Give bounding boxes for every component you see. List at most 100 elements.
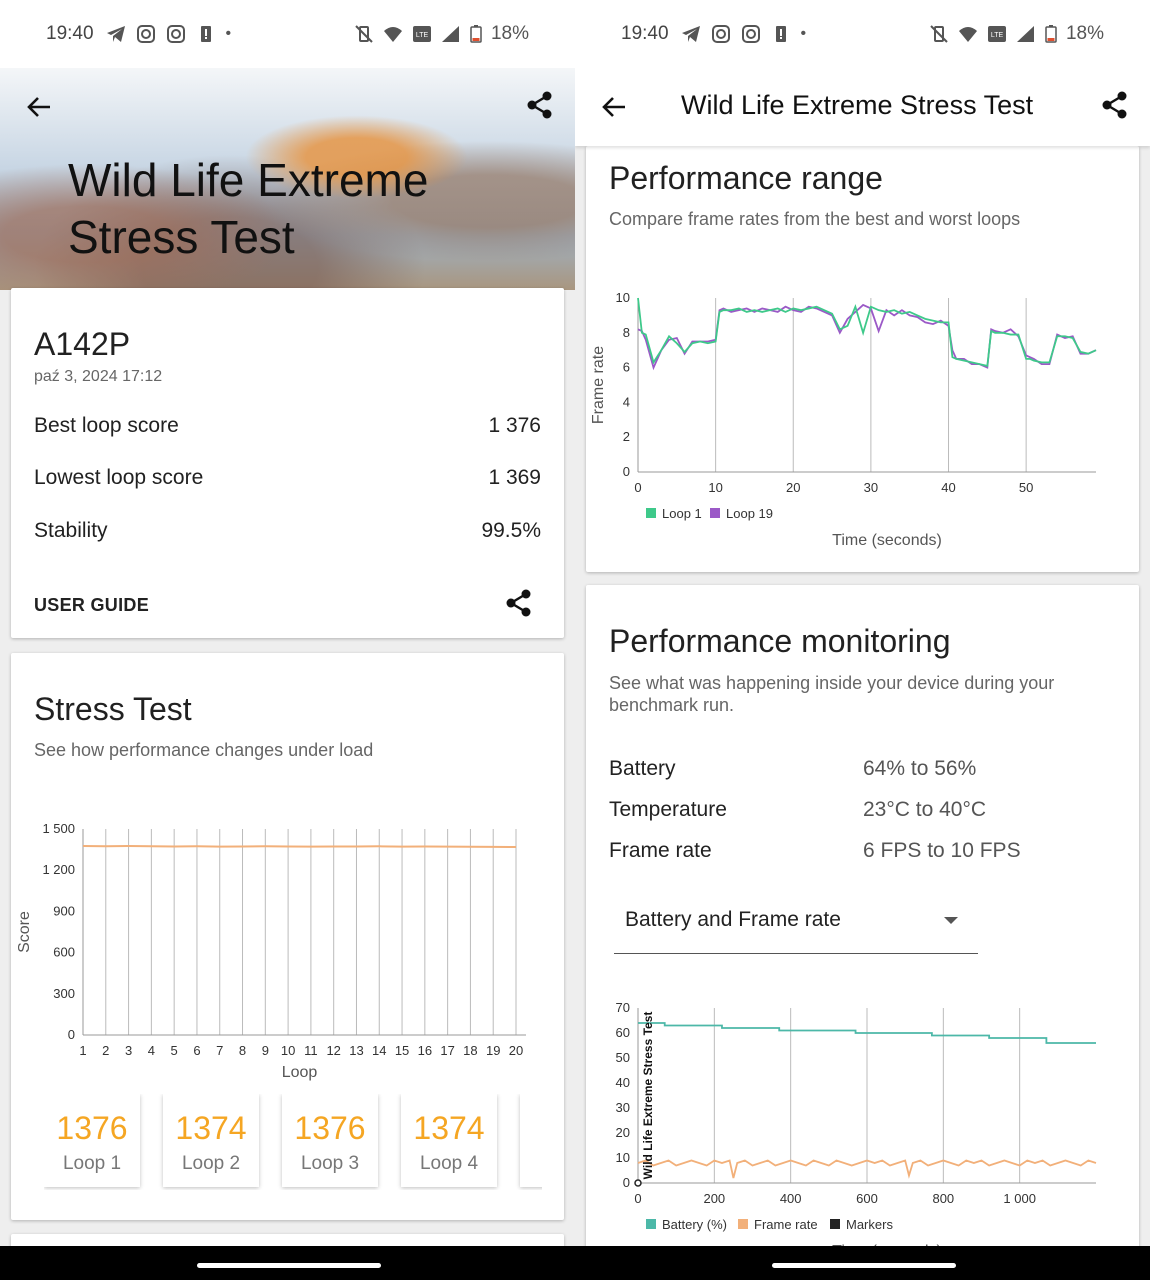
loop-score: 1374 [175,1110,247,1146]
y-tick-label: 600 [53,945,75,960]
svg-text:LTE: LTE [416,32,429,39]
x-tick-label: 20 [786,480,800,495]
y-tick-label: 50 [616,1050,630,1065]
temperature-value: 23°C to 40°C [863,798,987,821]
battery-icon [1045,25,1057,43]
home-gesture-handle[interactable] [197,1263,381,1268]
performance-range-subtitle: Compare frame rates from the best and wo… [609,209,1021,229]
svg-text:LTE: LTE [991,32,1004,39]
x-tick-label: 11 [304,1043,318,1058]
x-tick-label: 8 [239,1043,246,1058]
y-axis-label: Wild Life Extreme Stress Test [641,1012,655,1180]
volte-icon: LTE [412,26,431,42]
performance-range-title: Performance range [609,160,883,196]
loop-card[interactable]: 1374 Loop 4 [401,1094,497,1187]
marker-point [634,1179,642,1187]
loop-card[interactable]: 1374 Loop 2 [163,1094,259,1187]
arrow-left-icon[interactable] [599,92,629,122]
x-tick-label: 200 [703,1191,725,1206]
x-tick-label: 10 [281,1043,295,1058]
legend-label: Loop 1 [662,506,702,521]
signal-icon [441,26,459,42]
series-line [637,1159,1097,1179]
loop-card[interactable]: 1I [520,1094,542,1187]
vibrate-mute-icon [355,25,373,43]
x-tick-label: 9 [262,1043,269,1058]
share-icon[interactable] [1100,90,1130,120]
dot-icon: • [800,25,807,42]
x-tick-label: 50 [1019,480,1033,495]
stress-chart: 1 2 3 4 5 6 7 8 9 10 11 12 13 14 15 16 17 18 19 20030060090… [16,821,526,1081]
battery-icon [470,25,482,43]
signal-icon [1016,26,1034,42]
y-tick-label: 10 [616,290,630,305]
battery-alert-icon [775,26,786,42]
performance-monitoring-card: Performance monitoring See what was happ… [586,585,1139,1246]
loop-card[interactable]: 1376 Loop 1 [44,1094,140,1187]
result-card: A142P paź 3, 2024 17:12 Best loop score … [11,288,564,638]
y-axis-label: Score [16,911,33,953]
row-value: 1 376 [488,414,541,437]
legend-label: Battery (%) [662,1217,727,1232]
x-tick-label: 18 [463,1043,477,1058]
share-icon[interactable] [504,588,534,618]
hero-banner: Wild Life Extreme Stress Test [0,68,575,290]
x-tick-label: 30 [864,480,878,495]
x-tick-label: 1 [79,1043,86,1058]
y-tick-label: 0 [623,1175,630,1190]
stress-test-card: Stress Test See how performance changes … [11,653,564,1220]
x-tick-label: 6 [193,1043,200,1058]
loop-name: Loop 4 [419,1153,479,1174]
loop-score: 1376 [56,1110,128,1146]
performance-range-chart: 0 10 20 30 40 50 0 2 4 6 8 10 Loop 1 Loop 19 Time (sec… [590,290,1097,549]
y-tick-label: 40 [616,1075,630,1090]
x-tick-label: 0 [634,1191,641,1206]
y-tick-label: 60 [616,1025,630,1040]
stress-test-subtitle: See how performance changes under load [34,740,374,760]
battery-alert-icon [200,26,211,42]
status-time: 19:40 [621,23,669,44]
system-nav-bar [0,1246,1150,1280]
x-axis-label: Time (seconds) [832,532,942,549]
legend-swatch [646,1219,656,1229]
performance-range-card: Performance range Compare frame rates fr… [586,146,1139,572]
arrow-left-icon[interactable] [24,92,54,122]
y-tick-label: 10 [616,1150,630,1165]
legend-label: Frame rate [754,1217,818,1232]
loop-card[interactable]: 1376 Loop 3 [282,1094,378,1187]
x-tick-label: 7 [216,1043,223,1058]
legend-swatch [646,508,656,518]
x-tick-label: 12 [326,1043,340,1058]
share-icon[interactable] [525,90,555,120]
battery-percent: 18% [490,23,529,44]
x-tick-label: 40 [941,480,955,495]
metric-select[interactable]: Battery and Frame rate [614,897,978,954]
frame-rate-label: Frame rate [609,839,712,862]
y-tick-label: 30 [616,1100,630,1115]
home-gesture-handle[interactable] [772,1263,956,1268]
x-tick-label: 1 000 [1003,1191,1036,1206]
y-tick-label: 20 [616,1125,630,1140]
frame-rate-value: 6 FPS to 10 FPS [863,839,1021,862]
legend-swatch [830,1219,840,1229]
y-tick-label: 8 [623,325,630,340]
legend-label: Loop 19 [726,506,773,521]
metric-select-value: Battery and Frame rate [625,908,841,931]
device-name: A142P [34,326,131,362]
test-date: paź 3, 2024 17:12 [34,368,163,385]
instagram-icon [166,25,185,43]
hero-title: Wild Life Extreme Stress Test [68,154,429,263]
left-screen: 19:40 • LTE 18% Wild Life Extreme Stress… [0,0,575,1246]
loop-scores-list[interactable]: 1376 Loop 1 1374 Loop 2 1376 Loop 3 1374 Loo… [44,1094,542,1190]
temperature-label: Temperature [609,798,727,821]
y-tick-label: 70 [616,1000,630,1015]
user-guide-link[interactable]: USER GUIDE [34,595,150,615]
x-tick-label: 20 [509,1043,523,1058]
battery-label: Battery [609,757,676,780]
y-tick-label: 1 200 [42,862,75,877]
y-tick-label: 300 [53,986,75,1001]
y-axis-label: Frame rate [590,346,607,424]
x-axis-label: Time (seconds) [832,1243,942,1246]
wifi-icon [958,27,977,42]
x-tick-label: 4 [148,1043,155,1058]
